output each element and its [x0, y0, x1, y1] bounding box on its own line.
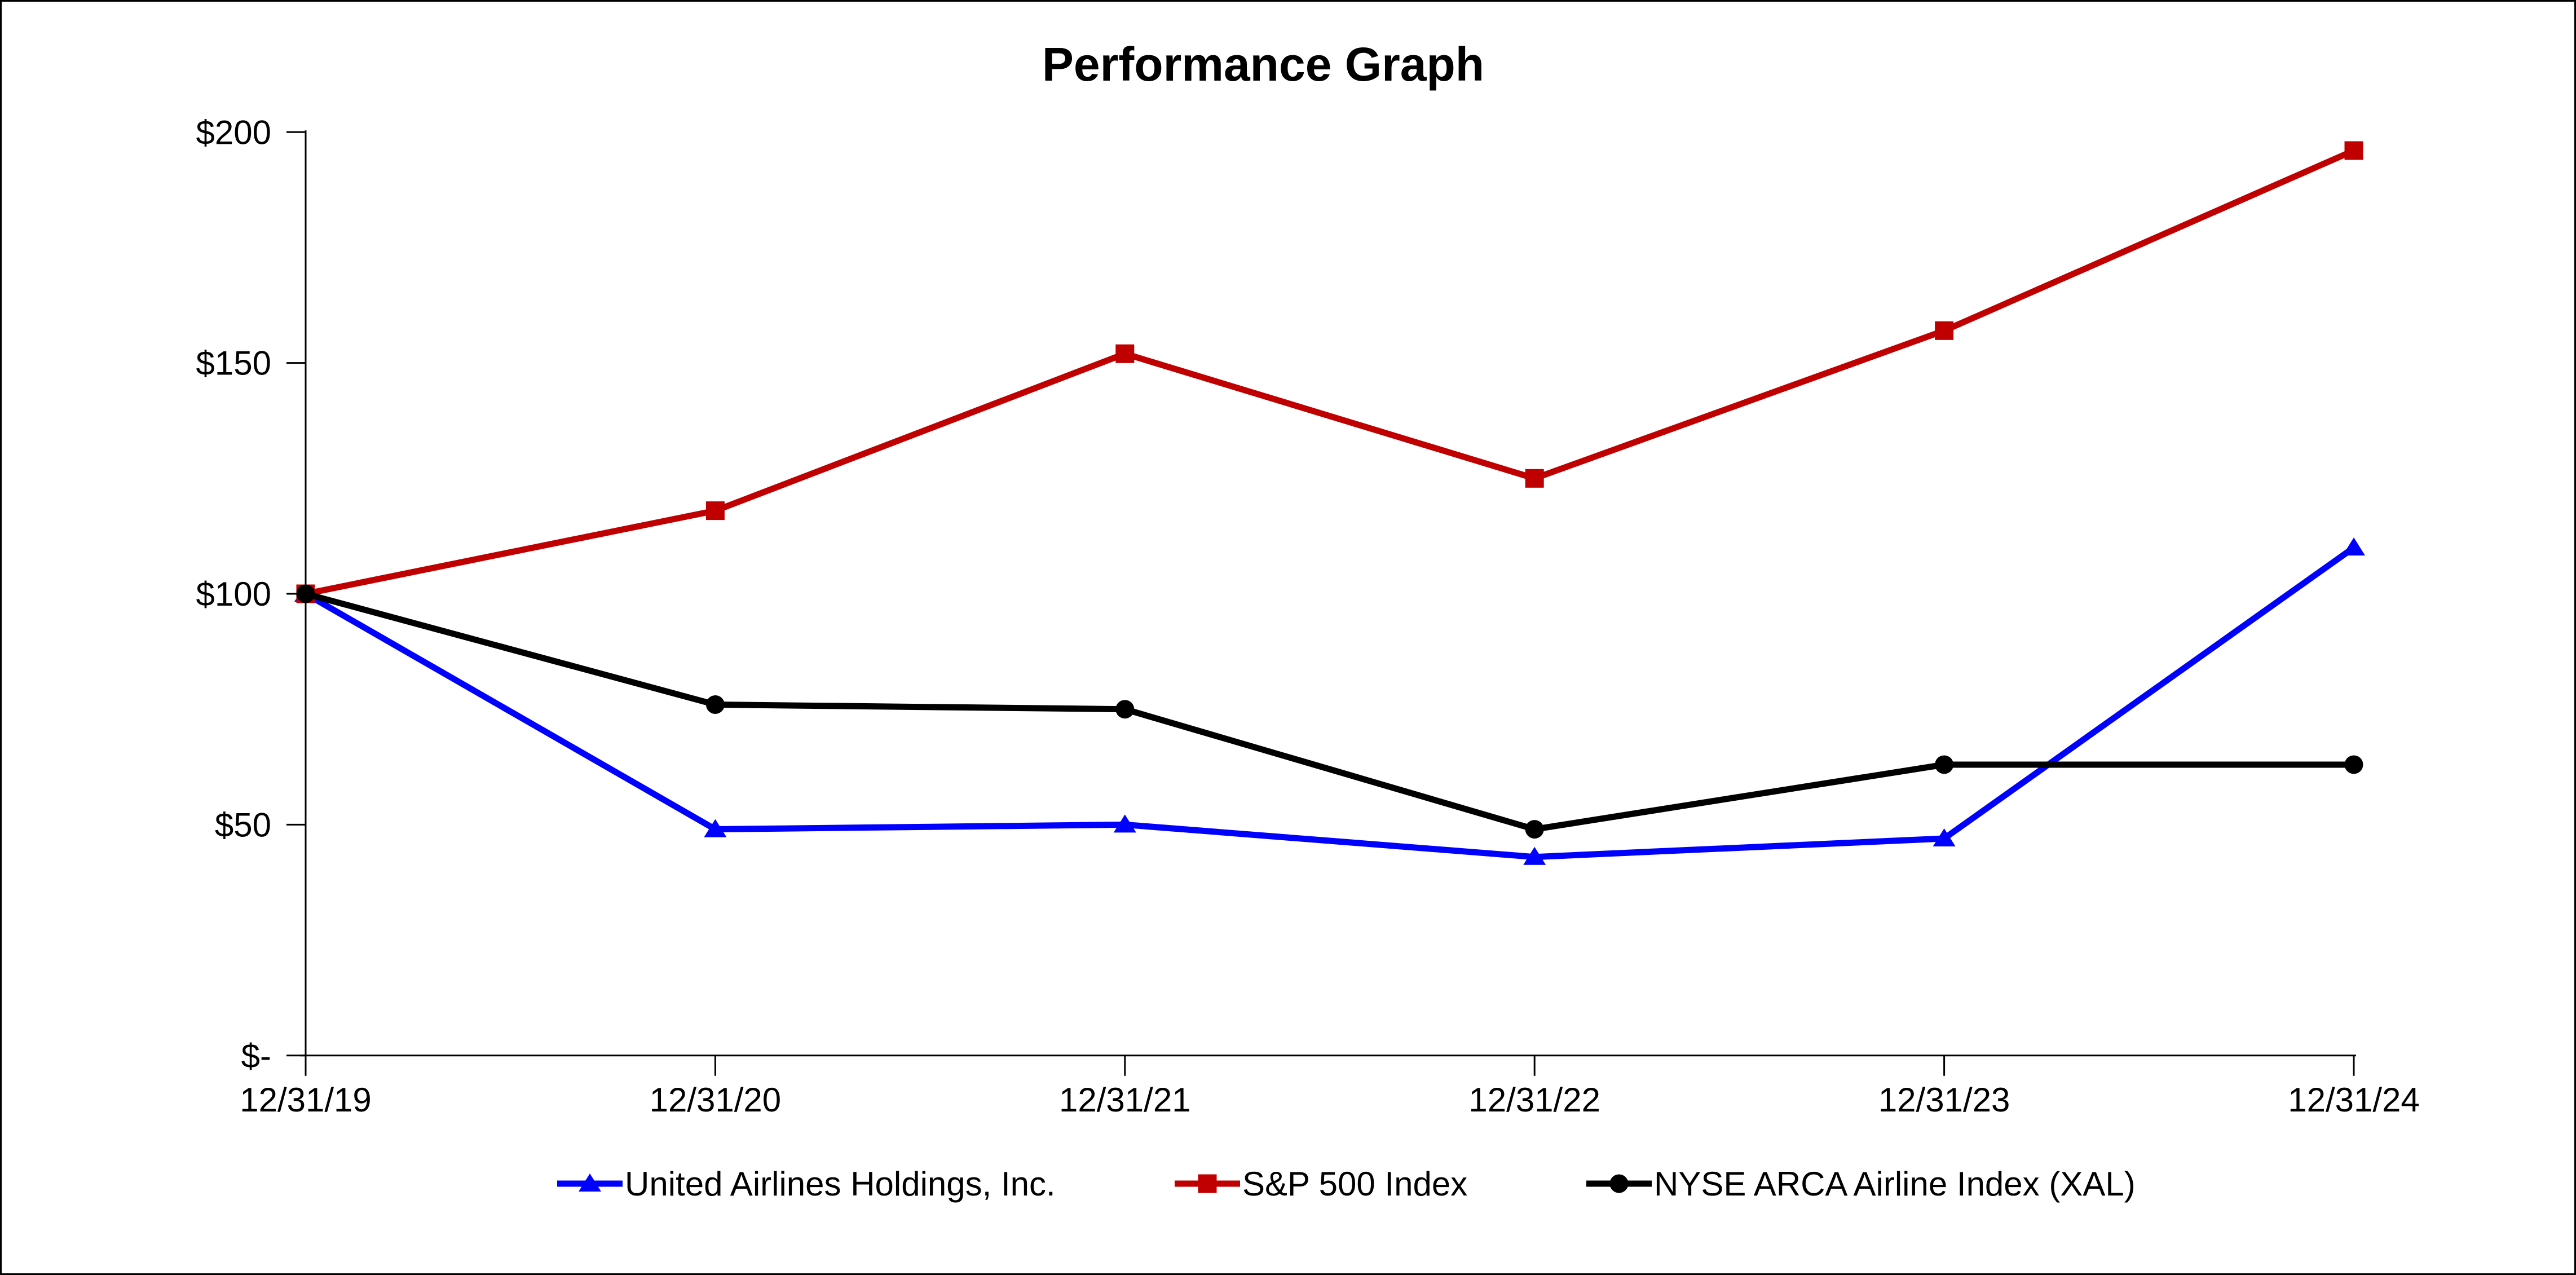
x-tick-label: 12/31/20: [650, 1081, 782, 1119]
data-point-marker-circle: [1935, 755, 1954, 774]
legend: United Airlines Holdings, Inc. S&P 500 In…: [557, 1165, 2136, 1203]
y-tick-label: $50: [215, 806, 271, 844]
data-point-marker-circle: [296, 584, 315, 603]
data-point-marker-square: [1525, 469, 1544, 488]
data-point-marker-triangle: [1523, 846, 1546, 865]
series-line-nyse-arca-airline-index-xal: [305, 590, 2354, 833]
data-point-marker-triangle: [1113, 814, 1136, 833]
x-tick-label: 12/31/23: [1878, 1081, 2010, 1119]
legend-item-label: S&P 500 Index: [1242, 1165, 1467, 1203]
legend-item-united-airlines-holdings-inc: United Airlines Holdings, Inc.: [557, 1165, 1056, 1203]
x-tick-label: 12/31/19: [240, 1081, 372, 1119]
series-line-united-airlines-holdings-inc: [304, 545, 2356, 861]
data-point-marker-triangle: [579, 1173, 601, 1192]
data-point-marker-circle: [2344, 755, 2363, 774]
data-point-marker-triangle: [1933, 828, 1956, 846]
x-tick-label: 12/31/21: [1059, 1081, 1191, 1119]
chart-title: Performance Graph: [1042, 38, 1484, 91]
data-point-marker-square: [1935, 321, 1954, 340]
x-tick-label: 12/31/24: [2288, 1081, 2420, 1119]
y-tick-label: $100: [196, 575, 271, 613]
data-point-marker-square: [2344, 141, 2363, 160]
data-point-marker-square: [1198, 1174, 1217, 1193]
y-tick-label: $150: [196, 345, 271, 382]
legend-item-s-p-500-index: S&P 500 Index: [1175, 1165, 1467, 1203]
data-point-marker-circle: [705, 695, 725, 714]
data-point-marker-circle: [1115, 700, 1135, 719]
series-s-p-500-index: [296, 141, 2363, 603]
series-nyse-arca-airline-index-xal: [296, 584, 2363, 839]
data-point-marker-triangle: [2343, 537, 2365, 556]
plot-area: $- $50 $100 $150 $200 12/31/19 12/31/20 12/31/2…: [196, 113, 2420, 1119]
data-point-marker-square: [1115, 344, 1135, 363]
legend-item-nyse-arca-airline-index-xal: NYSE ARCA Airline Index (XAL): [1586, 1165, 2136, 1203]
x-tick-label: 12/31/22: [1468, 1081, 1600, 1119]
data-point-marker-circle: [1525, 820, 1544, 839]
series-united-airlines-holdings-inc: [294, 537, 2365, 865]
y-tick-label: $200: [196, 113, 271, 151]
legend-item-label: NYSE ARCA Airline Index (XAL): [1654, 1165, 2136, 1203]
data-point-marker-square: [705, 501, 725, 520]
y-tick-label: $-: [241, 1037, 271, 1075]
series-line-s-p-500-index: [305, 147, 2356, 597]
data-point-marker-circle: [1609, 1174, 1629, 1193]
legend-item-label: United Airlines Holdings, Inc.: [625, 1165, 1056, 1203]
data-point-marker-triangle: [704, 819, 727, 837]
